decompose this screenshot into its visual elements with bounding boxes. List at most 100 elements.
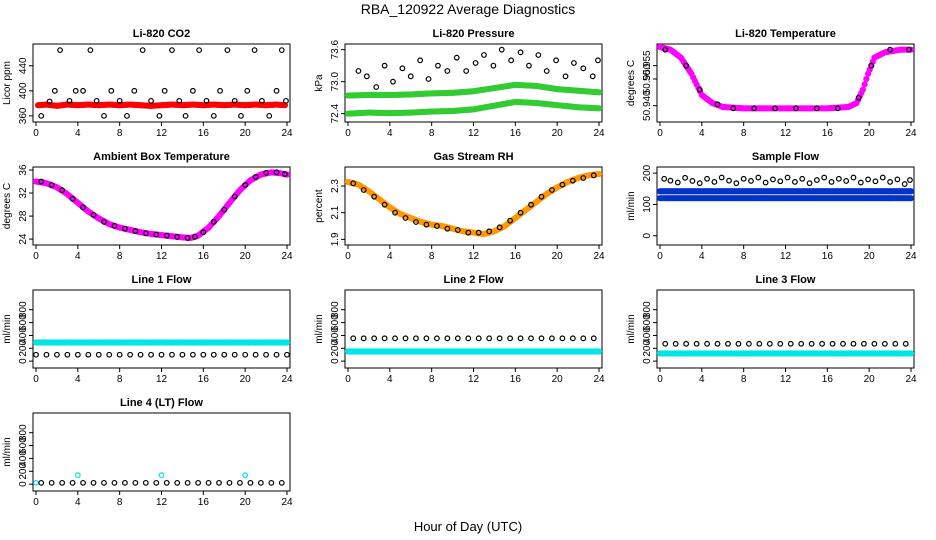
data-point	[231, 351, 238, 358]
series-1	[662, 46, 912, 112]
data-point	[733, 180, 740, 187]
x-tick-label: 20	[864, 128, 876, 139]
data-point	[714, 340, 721, 347]
data-point	[834, 105, 841, 112]
data-point	[595, 105, 603, 112]
x-tick-label: 12	[156, 128, 168, 139]
data-point	[855, 94, 862, 101]
x-tick-label: 24	[593, 374, 605, 385]
x-tick-label: 4	[699, 374, 705, 385]
x-tick-label: 12	[468, 128, 480, 139]
data-point	[278, 47, 285, 54]
series-1	[344, 98, 603, 117]
data-point	[111, 222, 118, 229]
data-point	[433, 223, 440, 229]
y-tick-label: 0	[18, 358, 29, 364]
data-point	[481, 52, 487, 58]
x-tick-label: 12	[780, 374, 792, 385]
y-axis-label: ml/min	[626, 191, 637, 220]
x-tick-label: 24	[281, 251, 293, 262]
x-tick-label: 8	[741, 251, 747, 262]
y-tick-label: 800	[18, 301, 29, 318]
data-point	[661, 175, 668, 182]
panel-ambient-box-temperature: Ambient Box Temperature 0 4 8 12 16 20 24 24 28 32…	[2, 151, 293, 262]
y-tick-label: 200	[330, 340, 341, 357]
data-point	[892, 340, 899, 347]
data-point	[475, 229, 482, 236]
data-point	[132, 228, 139, 234]
data-point	[755, 174, 762, 181]
data-point	[124, 112, 130, 119]
plot-frame	[32, 412, 291, 492]
data-point	[273, 351, 280, 358]
data-point	[683, 62, 690, 69]
data-point	[553, 57, 560, 64]
y-tick-label: 73.6	[330, 39, 341, 59]
data-point	[252, 351, 259, 358]
series-1	[656, 195, 915, 202]
x-tick-label: 12	[780, 251, 792, 262]
x-tick-label: 4	[387, 251, 393, 262]
panel-title: Li-820 Pressure	[433, 28, 515, 40]
data-point	[355, 68, 362, 74]
series-0	[656, 350, 915, 357]
x-tick-label: 24	[281, 497, 293, 508]
data-point	[745, 340, 752, 347]
data-point	[538, 193, 545, 200]
x-tick-label: 20	[240, 128, 252, 139]
data-point	[283, 97, 289, 104]
data-point	[859, 86, 866, 93]
x-tick-label: 24	[281, 374, 293, 385]
x-tick-label: 16	[510, 251, 522, 262]
data-point	[696, 180, 703, 187]
data-point	[762, 179, 769, 186]
data-point	[792, 178, 798, 185]
x-tick-label: 4	[75, 497, 81, 508]
data-point	[850, 174, 857, 181]
y-tick-label: 200	[18, 463, 29, 480]
x-tick-label: 24	[905, 128, 917, 139]
data-point	[861, 340, 867, 347]
data-point	[59, 187, 66, 194]
data-point	[444, 68, 451, 74]
data-point	[242, 182, 249, 188]
data-point	[217, 87, 223, 94]
data-point	[161, 87, 168, 94]
plot-frame	[344, 289, 603, 369]
data-point	[242, 472, 249, 479]
data-point	[273, 87, 280, 94]
data-point	[216, 479, 222, 486]
data-point	[101, 479, 107, 486]
data-point	[799, 175, 806, 182]
data-point	[672, 340, 679, 347]
data-point	[390, 78, 396, 85]
data-point	[748, 178, 754, 184]
data-point	[907, 350, 915, 357]
data-point	[704, 175, 710, 182]
data-point	[674, 179, 681, 186]
y-tick-label: 50.940	[642, 90, 653, 121]
series-0	[344, 170, 603, 238]
data-point	[423, 335, 430, 342]
data-point	[725, 340, 731, 347]
data-point	[444, 335, 451, 342]
data-point	[784, 174, 791, 181]
panel-title: Line 4 (LT) Flow	[120, 397, 203, 409]
data-point	[402, 215, 409, 221]
y-tick-label: 800	[642, 301, 653, 318]
data-point	[268, 479, 275, 486]
y-tick-label: 36	[18, 164, 29, 176]
x-tick-label: 8	[429, 374, 435, 385]
data-point	[751, 105, 758, 112]
panel-li-820-co2: Li-820 CO2 0 4 8 12 16 20 24 360 400 440 Licor ppm	[2, 28, 293, 139]
y-axis-label: Licor ppm	[2, 61, 13, 105]
data-point	[819, 340, 826, 347]
data-point	[549, 335, 555, 342]
data-point	[57, 47, 63, 54]
y-axis-label: degrees C	[626, 60, 637, 106]
data-point	[74, 472, 81, 479]
y-tick-label: 400	[18, 450, 29, 467]
x-tick-label: 0	[657, 374, 663, 385]
